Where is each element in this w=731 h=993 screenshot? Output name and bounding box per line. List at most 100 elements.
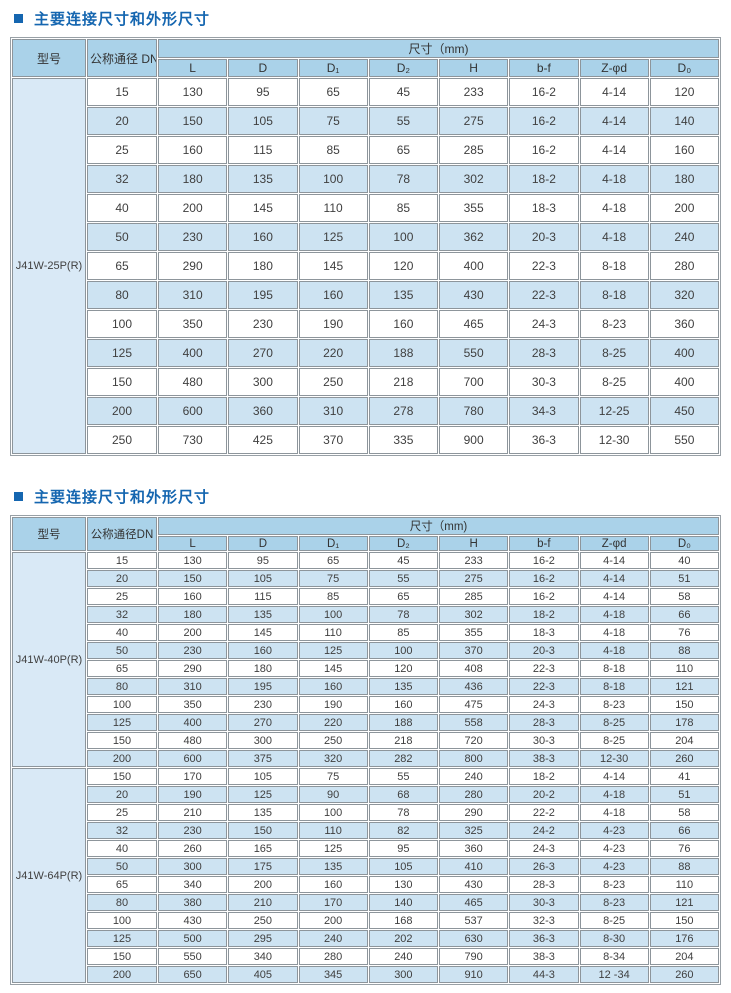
- value-cell: 285: [439, 136, 509, 164]
- value-cell: 28-3: [509, 714, 579, 731]
- value-cell: 400: [439, 252, 509, 280]
- value-cell: 230: [158, 642, 228, 659]
- value-cell: 4-18: [579, 804, 649, 821]
- table-row: J41W-40P(R) 15 130 95 65 45 233 16-2 4-14 40: [12, 552, 719, 767]
- value-cell: 16-2: [509, 552, 579, 569]
- value-cell: 282: [368, 750, 438, 767]
- value-cell: 600: [158, 397, 228, 425]
- value-cell: 100: [368, 642, 438, 659]
- value-cell: 350: [158, 696, 228, 713]
- value-cell: 310: [298, 397, 368, 425]
- value-cell: 34-3: [509, 397, 579, 425]
- value-cell: 8-18: [579, 678, 649, 695]
- value-cell: 200: [649, 194, 719, 222]
- value-cell: 100: [298, 804, 368, 821]
- value-cell: 65: [368, 136, 438, 164]
- value-cell: 55: [368, 768, 438, 785]
- value-cell: 100: [298, 606, 368, 623]
- value-cell: 180: [649, 165, 719, 193]
- value-cell: 180: [228, 252, 298, 280]
- dn-cell: 125: [87, 714, 157, 731]
- value-cell: 75: [298, 107, 368, 135]
- dn-cell: 20: [87, 786, 157, 803]
- value-cell: 30-3: [509, 368, 579, 396]
- value-cell: 110: [298, 194, 368, 222]
- value-cell: 38-3: [509, 948, 579, 965]
- column-header-size-group: 尺寸（mm): [158, 517, 719, 535]
- value-cell: 65: [298, 78, 368, 106]
- value-cell: 360: [649, 310, 719, 338]
- value-cell: 38-3: [509, 750, 579, 767]
- value-cell: 500: [158, 930, 228, 947]
- table-row: 25 210 135 100 78 290 22-2 4-18 58: [12, 804, 719, 821]
- value-cell: 65: [298, 552, 368, 569]
- value-cell: 16-2: [509, 107, 579, 135]
- value-cell: 145: [228, 624, 298, 641]
- value-cell: 4-14: [579, 552, 649, 569]
- value-cell: 335: [368, 426, 438, 454]
- dn-cell: 15: [87, 78, 157, 106]
- value-cell: 180: [158, 606, 228, 623]
- value-cell: 65: [368, 588, 438, 605]
- column-header-L: L: [158, 59, 228, 77]
- value-cell: 44-3: [509, 966, 579, 983]
- value-cell: 300: [368, 966, 438, 983]
- value-cell: 160: [158, 136, 228, 164]
- value-cell: 8-34: [579, 948, 649, 965]
- section-title-1: 主要连接尺寸和外形尺寸: [14, 8, 721, 28]
- value-cell: 400: [158, 339, 228, 367]
- value-cell: 270: [228, 714, 298, 731]
- value-cell: 110: [649, 876, 719, 893]
- value-cell: 160: [158, 588, 228, 605]
- dn-cell: 125: [87, 930, 157, 947]
- value-cell: 135: [368, 281, 438, 309]
- value-cell: 250: [298, 368, 368, 396]
- value-cell: 30-3: [509, 732, 579, 749]
- value-cell: 125: [228, 786, 298, 803]
- value-cell: 170: [298, 894, 368, 911]
- column-header-L: L: [158, 536, 228, 551]
- value-cell: 105: [368, 858, 438, 875]
- value-cell: 95: [228, 78, 298, 106]
- table-row: 125 400 270 220 188 550 28-3 8-25 400: [12, 339, 719, 367]
- value-cell: 218: [368, 368, 438, 396]
- value-cell: 75: [298, 570, 368, 587]
- value-cell: 160: [228, 642, 298, 659]
- value-cell: 8-25: [579, 368, 649, 396]
- table-row: 100 350 230 190 160 475 24-3 8-23 150: [12, 696, 719, 713]
- value-cell: 120: [368, 252, 438, 280]
- value-cell: 360: [228, 397, 298, 425]
- header-row-columns: L D D₁ D₂ H b-f Z-φd D₀: [12, 59, 719, 77]
- value-cell: 4-18: [579, 624, 649, 641]
- table-row: 100 350 230 190 160 465 24-3 8-23 360: [12, 310, 719, 338]
- value-cell: 160: [649, 136, 719, 164]
- value-cell: 400: [649, 368, 719, 396]
- value-cell: 285: [439, 588, 509, 605]
- dn-cell: 200: [87, 966, 157, 983]
- dn-cell: 65: [87, 252, 157, 280]
- table-row: 80 310 195 160 135 436 22-3 8-18 121: [12, 678, 719, 695]
- value-cell: 125: [298, 223, 368, 251]
- header-row-columns: L D D₁ D₂ H b-f Z-φd D₀: [12, 536, 719, 551]
- table-row: 32 180 135 100 78 302 18-2 4-18 66: [12, 606, 719, 623]
- value-cell: 12 -34: [579, 966, 649, 983]
- value-cell: 76: [649, 624, 719, 641]
- column-header-zphid: Z-φd: [579, 59, 649, 77]
- table-row: 32 180 135 100 78 302 18-2 4-18 180: [12, 165, 719, 193]
- value-cell: 16-2: [509, 570, 579, 587]
- dn-cell: 50: [87, 642, 157, 659]
- value-cell: 95: [368, 840, 438, 857]
- table-row: 200 650 405 345 300 910 44-3 12 -34 260: [12, 966, 719, 983]
- column-header-size-group: 尺寸（mm): [158, 39, 719, 58]
- value-cell: 320: [649, 281, 719, 309]
- value-cell: 145: [298, 660, 368, 677]
- dn-cell: 150: [87, 948, 157, 965]
- value-cell: 355: [439, 194, 509, 222]
- value-cell: 280: [439, 786, 509, 803]
- value-cell: 350: [158, 310, 228, 338]
- section-title-text: 主要连接尺寸和外形尺寸: [34, 10, 211, 28]
- value-cell: 24-3: [509, 840, 579, 857]
- value-cell: 210: [228, 894, 298, 911]
- value-cell: 26-3: [509, 858, 579, 875]
